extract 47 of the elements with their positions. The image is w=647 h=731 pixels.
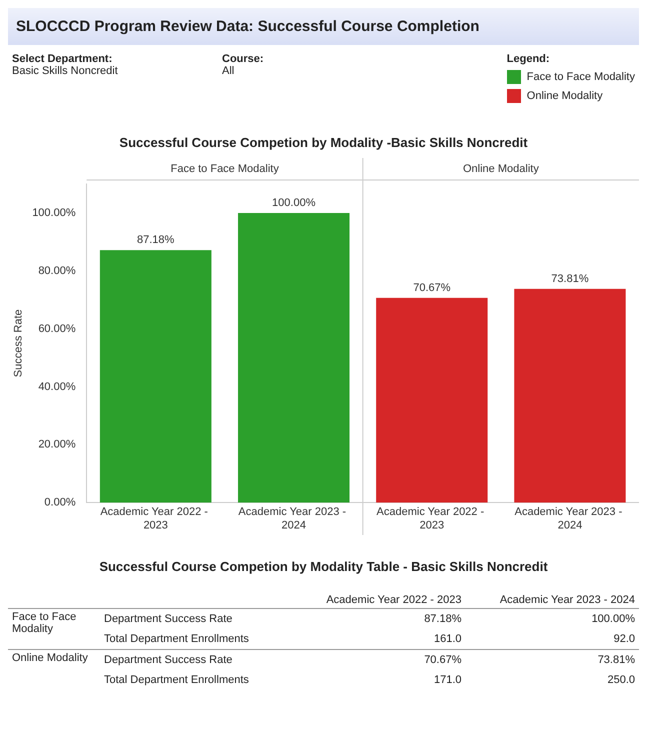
text: Basic Skills Noncredit [12,65,119,77]
data-label: 87.18% [137,234,175,246]
text: Successful Course Competion by Modality Table - Basic Skills Noncredit [98,559,549,574]
category-label: Academic Year 2023 - 2024 [466,592,639,608]
category-label: Department Success Rate [104,613,232,625]
text: Course: [222,53,265,65]
text: 92.0 [614,633,635,645]
data-label: 100.00% [272,196,316,209]
y-tick-label: 20.00% [38,438,76,451]
y-axis-title: Success Rate [12,309,25,378]
y-tick-label: 100.00% [32,206,76,219]
chart-title: Successful Course Competion by Modality -Basic Skills Noncredit [118,135,529,150]
legend-title: Legend: [506,53,551,65]
text: Select Department: [12,53,114,65]
legend-label: Online Modality [526,90,603,102]
category-label: Total Department Enrollments [104,633,249,645]
category-label: Department Success Rate [104,654,232,666]
y-tick-label: 80.00% [38,264,76,277]
x-tick-label: Academic Year 2023 - 2024 [238,506,350,532]
text: 70.67% [424,654,462,666]
x-tick-label: Academic Year 2022 - 2023 [100,506,212,532]
text: All [222,65,236,77]
text: Face to Face Modality [11,610,78,637]
bar [100,250,212,503]
text: 171.0 [434,674,462,686]
text: Face to Face Modality [170,163,280,175]
text: SLOCCCD Program Review Data: Successful Course Completion [8,8,639,45]
text: 87.18% [424,613,462,625]
legend-label: Face to Face Modality [526,71,635,83]
text: 161.0 [434,633,462,645]
bar [514,288,626,503]
data-label: 73.81% [551,272,589,285]
text: Online Modality [462,163,540,175]
x-tick-label: Academic Year 2023 - 2024 [514,506,626,532]
category-label: Total Department Enrollments [104,674,249,686]
data-label: 70.67% [413,282,451,294]
y-tick-label: 60.00% [38,322,76,335]
y-tick-label: 0.00% [44,496,76,509]
bar [238,212,350,503]
bar [376,298,488,503]
text: 73.81% [598,654,635,666]
y-tick-label: 40.00% [38,380,76,393]
category-label: Academic Year 2022 - 2023 [292,592,466,608]
text: Online Modality [11,651,89,666]
x-tick-label: Academic Year 2022 - 2023 [376,506,488,532]
text: 100.00% [592,613,635,625]
text: 250.0 [607,674,635,686]
